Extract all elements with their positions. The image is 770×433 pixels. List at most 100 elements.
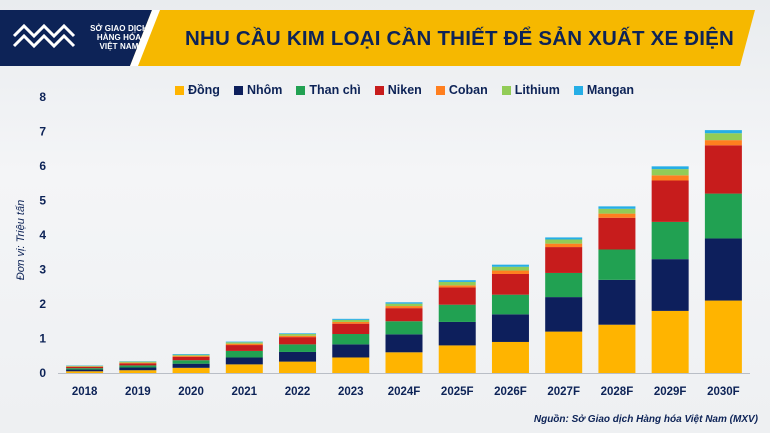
legend-swatch	[573, 85, 583, 95]
bar-segment	[119, 362, 157, 364]
bar-segment	[598, 279, 636, 325]
bar-segment	[651, 310, 689, 373]
bar-segment	[491, 270, 529, 274]
header-banner: SỞ GIAO DỊCH HÀNG HÓA VIỆT NAM	[0, 10, 755, 66]
bar-segment	[651, 221, 689, 260]
legend-swatch	[374, 85, 384, 95]
bar-segment	[385, 302, 423, 304]
bar-segment	[119, 367, 157, 371]
bar-segment	[438, 304, 476, 322]
bar-segment	[385, 303, 423, 307]
bar-segment	[332, 323, 370, 335]
bar-segment	[66, 371, 104, 373]
bar-segment	[438, 287, 476, 305]
source-note: Nguồn: Sở Giao dịch Hàng hóa Việt Nam (M…	[533, 414, 758, 425]
bar-segment	[225, 342, 263, 344]
bar-segment	[119, 370, 157, 373]
bar-segment	[491, 314, 529, 342]
y-tick-label: 7	[39, 125, 46, 139]
bar-segment	[598, 249, 636, 280]
bar-segment	[385, 308, 423, 322]
bar-segment	[545, 331, 583, 373]
y-tick-label: 0	[39, 366, 46, 380]
y-tick-label: 3	[39, 263, 46, 277]
bar-segment	[704, 300, 742, 373]
bar-segment	[438, 321, 476, 346]
bar-segment	[491, 273, 529, 295]
legend-swatch	[296, 85, 306, 95]
bar-segment	[491, 341, 529, 373]
legend-item-dong: Đồng	[175, 83, 220, 97]
bar-segment	[651, 180, 689, 222]
bar-segment	[332, 319, 370, 322]
legend-item-coban: Coban	[435, 83, 488, 97]
legend-item-nhom: Nhôm	[233, 83, 282, 97]
bar-segment	[225, 350, 263, 358]
bar-segment	[704, 193, 742, 239]
bar-segment	[279, 337, 317, 345]
bar-segment	[545, 237, 583, 240]
chart-title: NHU CẦU KIM LOẠI CẦN THIẾT ĐỂ SẢN XUẤT X…	[185, 27, 735, 50]
bar-segment	[545, 297, 583, 332]
bar-segment	[704, 238, 742, 301]
bar-segment	[598, 324, 636, 373]
x-tick-label: 2025F	[441, 386, 474, 398]
legend-label: Đồng	[188, 83, 220, 97]
bar-segment	[598, 208, 636, 214]
legend-label: Lithium	[514, 83, 560, 97]
bar-segment	[332, 357, 370, 373]
x-tick-label: 2027F	[547, 386, 580, 398]
banner-yellow-band	[125, 10, 755, 66]
bar-segment	[172, 360, 210, 364]
bar-segment	[279, 351, 317, 362]
y-tick-label: 2	[39, 297, 46, 311]
x-tick-label: 2024F	[388, 386, 421, 398]
bar-segment	[545, 239, 583, 244]
bar-segment	[225, 341, 263, 343]
bar-segment	[172, 354, 210, 356]
banner-shapes	[0, 10, 755, 66]
logo-mark-icon	[12, 23, 76, 49]
bar-segment	[279, 361, 317, 373]
legend-item-niken: Niken	[374, 83, 422, 97]
bar-segment	[225, 343, 263, 346]
y-tick-label: 4	[39, 228, 46, 242]
bar-segment	[119, 365, 157, 368]
bar-segment	[598, 206, 636, 209]
bar-segment	[225, 364, 263, 373]
legend-item-mangan: Mangan	[573, 83, 634, 97]
bar-segment	[438, 285, 476, 288]
x-tick-label: 2020	[178, 386, 204, 398]
bar-segment	[651, 166, 689, 170]
bar-segment	[119, 363, 157, 366]
bar-segment	[651, 259, 689, 311]
bar-segment	[651, 169, 689, 176]
bar-segment	[545, 247, 583, 273]
bar-segment	[704, 130, 742, 134]
legend-item-lithium: Lithium	[501, 83, 560, 97]
bar-segment	[279, 335, 317, 338]
bar-segment	[704, 133, 742, 141]
chart-legend: Đồng Nhôm Than chì Niken Coban Lithium M…	[175, 82, 634, 98]
logo-line: SỞ GIAO DỊCH	[90, 24, 148, 33]
bar-segment	[332, 344, 370, 358]
bar-segment	[332, 321, 370, 324]
x-tick-label: 2028F	[601, 386, 634, 398]
bar-segment	[279, 344, 317, 352]
bar-segment	[119, 361, 157, 363]
x-tick-label: 2026F	[494, 386, 527, 398]
legend-swatch	[233, 85, 243, 95]
bar-segment	[225, 357, 263, 365]
bar-segment	[66, 366, 104, 369]
bar-segment	[279, 333, 317, 335]
bar-segment	[651, 175, 689, 181]
x-tick-label: 2022	[285, 386, 311, 398]
logo-line: VIỆT NAM	[99, 42, 139, 51]
bar-segment	[66, 369, 104, 372]
bar-segment	[385, 352, 423, 373]
bar-segment	[172, 363, 210, 368]
bar-segment	[491, 264, 529, 267]
bar-segment	[598, 213, 636, 218]
legend-label: Niken	[387, 83, 422, 97]
